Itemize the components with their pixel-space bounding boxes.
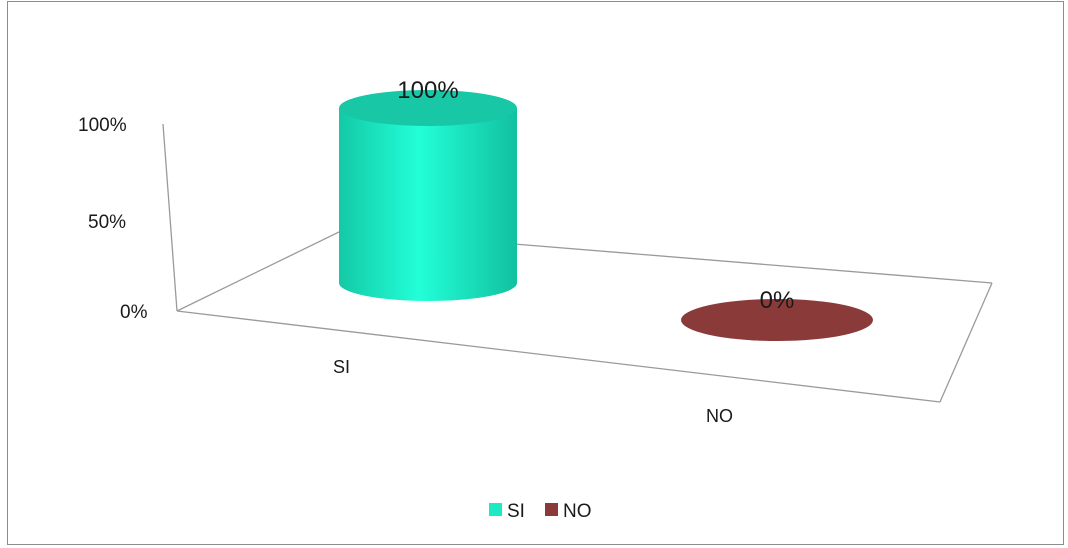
x-axis: SI NO [333,357,733,426]
back-wall-left-edge [162,123,178,312]
legend-swatch-si [489,503,502,516]
x-category-label: SI [333,357,350,377]
y-tick-label: 0% [120,302,148,323]
floor-right-edge [939,282,993,403]
plot-area-3d [162,123,993,403]
legend-label-no: NO [563,501,592,522]
bars-group: 100% 0% [339,77,873,341]
data-label: 100% [397,77,458,104]
data-label: 0% [760,287,795,314]
bar-si: 100% [339,77,517,301]
legend-label-si: SI [507,501,525,522]
y-axis: 100% 50% 0% [78,115,148,323]
legend-swatch-no [545,503,558,516]
x-category-label: NO [706,406,733,426]
chart-frame [7,1,1064,545]
bar-top [339,90,517,126]
bar-no: 0% [681,287,873,341]
y-tick-label: 100% [78,115,127,136]
legend: SI NO [489,501,592,522]
floor-front-edge [176,310,941,403]
y-tick-label: 50% [88,212,126,233]
floor-back-edge [176,229,993,312]
bar-body [339,108,517,301]
bar-disc [681,299,873,341]
